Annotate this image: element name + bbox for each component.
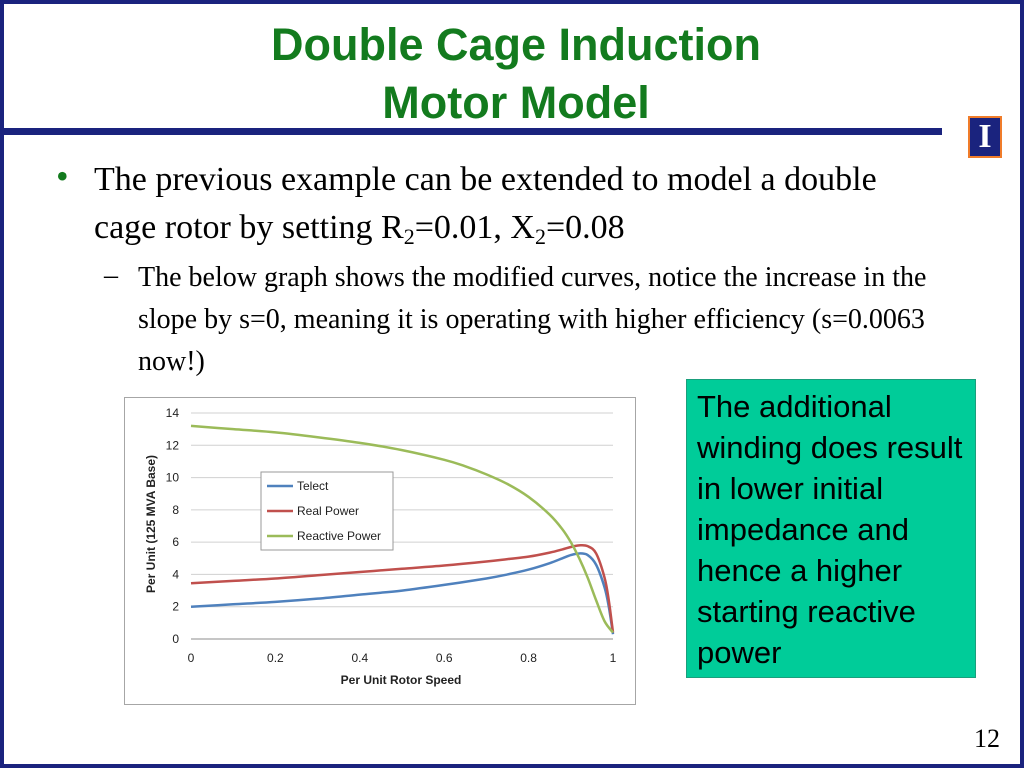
y-tick-label: 0 [172,632,179,646]
y-axis-title: Per Unit (125 MVA Base) [144,455,158,593]
x-tick-label: 0.6 [436,651,453,665]
bullet-text-c: =0.08 [545,209,625,246]
title-line-1: Double Cage Induction [271,19,761,70]
legend-label-real-power: Real Power [297,504,359,518]
bullet-dot: • [56,156,69,196]
bullet-text-b: =0.01, X [414,209,535,246]
slide-title: Double Cage Induction Motor Model [124,16,908,132]
callout-note: The additional winding does result in lo… [686,379,976,678]
x-tick-label: 0.8 [520,651,537,665]
series-real-power [190,543,615,633]
y-tick-label: 6 [172,535,179,549]
series-telect [190,552,615,635]
legend-label-telect: Telect [297,479,329,493]
university-logo: I [968,116,1002,158]
y-tick-label: 4 [172,567,179,581]
x-tick-label: 1 [610,651,617,665]
title-divider [4,128,942,135]
bullet-sub-r2: 2 [403,224,415,249]
sub-bullet-dash: – [104,260,118,291]
title-line-2: Motor Model [382,77,650,128]
legend-label-reactive-power: Reactive Power [297,529,381,543]
bullet-sub-x2: 2 [534,224,546,249]
y-tick-label: 12 [166,438,180,452]
main-bullet: The previous example can be extended to … [94,156,914,252]
sub-bullet: The below graph shows the modified curve… [138,262,927,377]
x-tick-label: 0 [188,651,195,665]
y-tick-label: 10 [166,471,180,485]
series-reactive-power [190,424,615,634]
y-tick-label: 8 [172,503,179,517]
page-number: 12 [974,724,1000,753]
bullet-text-a: The previous example can be extended to … [94,161,877,246]
chart-legend: Telect Real Power Reactive Power [260,471,394,551]
x-axis-title: Per Unit Rotor Speed [341,673,462,687]
y-tick-label: 2 [172,600,179,614]
y-tick-label: 14 [166,406,180,420]
x-tick-label: 0.2 [267,651,284,665]
motor-curves-chart: 0 2 4 6 8 10 12 14 0 0.2 0.4 0.6 0.8 1 Per Unit Rotor… [144,406,617,687]
chart-frame: 0 2 4 6 8 10 12 14 0 0.2 0.4 0.6 0.8 1 Per Unit Rotor… [124,397,636,705]
x-tick-label: 0.4 [351,651,368,665]
